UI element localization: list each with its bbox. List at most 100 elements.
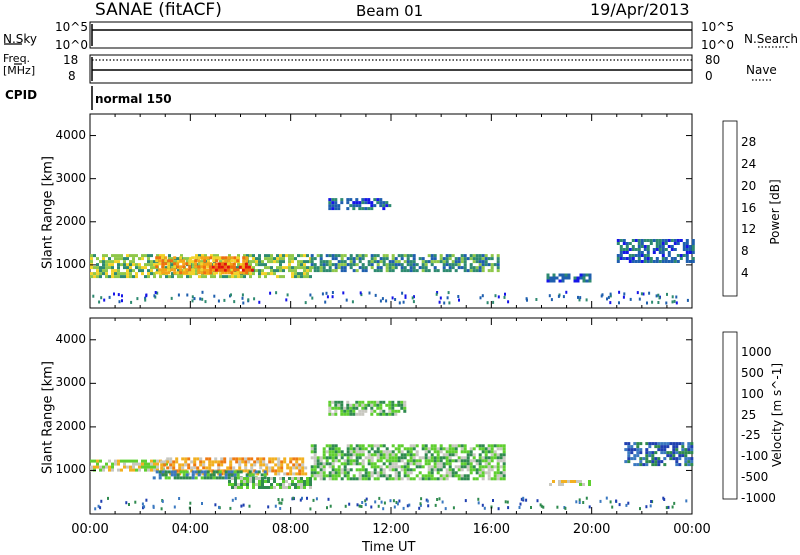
data-cell-velocity-4 bbox=[460, 465, 464, 469]
data-cell-velocity-1 bbox=[268, 469, 272, 473]
data-cell-power-2 bbox=[220, 268, 224, 272]
data-cell-power-3 bbox=[469, 266, 473, 270]
data-cell-power-3 bbox=[496, 254, 500, 258]
data-cell-velocity-7 bbox=[648, 454, 652, 458]
data-cell-power-0 bbox=[150, 272, 153, 276]
data-cell-power-0 bbox=[267, 272, 270, 276]
data-cell-power-1 bbox=[182, 271, 186, 275]
data-cell-velocity-5 bbox=[346, 412, 350, 416]
data-cell-velocity-5 bbox=[364, 406, 368, 410]
data-cell-velocity-7 bbox=[642, 457, 646, 461]
time-tick-label-5: 20:00 bbox=[572, 522, 611, 537]
data-cell-velocity-4 bbox=[322, 465, 326, 469]
data-cell-velocity-5 bbox=[370, 409, 374, 413]
near-range-cell-power bbox=[640, 292, 643, 296]
data-cell-velocity-4 bbox=[454, 447, 458, 451]
data-cell-velocity-5 bbox=[397, 403, 401, 407]
data-cell-power-3 bbox=[328, 269, 332, 273]
data-cell-power-0 bbox=[195, 269, 198, 273]
data-cell-velocity-4 bbox=[373, 462, 377, 466]
data-cell-power-3 bbox=[361, 263, 365, 267]
data-cell-power-0 bbox=[249, 260, 252, 264]
near-range-cell-power bbox=[658, 296, 661, 300]
near-range-cell-velocity bbox=[673, 501, 676, 505]
data-cell-power-0 bbox=[111, 269, 114, 273]
data-cell-velocity-0 bbox=[96, 462, 99, 466]
near-range-cell-velocity bbox=[329, 504, 332, 508]
data-cell-power-0 bbox=[132, 260, 135, 264]
data-cell-power-3 bbox=[490, 257, 494, 261]
data-cell-velocity-4 bbox=[460, 450, 464, 454]
data-cell-power-5 bbox=[546, 276, 550, 280]
data-cell-power-6 bbox=[631, 248, 635, 251]
data-cell-power-6 bbox=[655, 239, 659, 242]
data-cell-velocity-4 bbox=[310, 465, 314, 469]
data-cell-power-2 bbox=[244, 262, 248, 266]
data-cell-velocity-5 bbox=[388, 403, 392, 407]
data-cell-velocity-2 bbox=[158, 473, 162, 477]
data-cell-power-6 bbox=[646, 248, 650, 251]
data-cell-velocity-4 bbox=[436, 468, 440, 472]
data-cell-velocity-4 bbox=[370, 444, 374, 448]
data-cell-velocity-3 bbox=[297, 480, 300, 483]
data-cell-velocity-0 bbox=[99, 459, 102, 463]
data-cell-power-0 bbox=[282, 266, 285, 270]
data-cell-power-3 bbox=[451, 254, 455, 258]
data-cell-velocity-4 bbox=[316, 471, 320, 475]
data-cell-velocity-5 bbox=[394, 403, 398, 407]
data-cell-power-0 bbox=[288, 269, 291, 273]
data-cell-velocity-6 bbox=[558, 483, 561, 486]
data-cell-velocity-3 bbox=[255, 483, 258, 486]
data-cell-velocity-4 bbox=[496, 459, 500, 463]
data-cell-power-6 bbox=[691, 260, 695, 263]
data-cell-power-1 bbox=[224, 271, 228, 275]
data-cell-velocity-4 bbox=[376, 450, 380, 454]
near-range-cell-velocity bbox=[380, 500, 383, 504]
data-cell-velocity-5 bbox=[382, 412, 386, 416]
data-cell-power-3 bbox=[370, 254, 374, 258]
near-range-cell-power bbox=[585, 298, 588, 302]
data-cell-velocity-4 bbox=[466, 477, 470, 481]
data-cell-velocity-0 bbox=[153, 468, 156, 472]
near-range-cell-velocity bbox=[406, 504, 409, 508]
data-cell-velocity-7 bbox=[636, 454, 640, 458]
near-range-cell-power bbox=[565, 290, 568, 294]
data-cell-power-0 bbox=[114, 260, 117, 264]
data-cell-power-3 bbox=[340, 266, 344, 270]
data-cell-power-0 bbox=[129, 272, 132, 276]
data-cell-power-0 bbox=[141, 269, 144, 273]
data-cell-power-6 bbox=[676, 254, 680, 257]
data-cell-velocity-3 bbox=[237, 483, 240, 486]
data-cell-velocity-4 bbox=[409, 477, 413, 481]
data-cell-power-0 bbox=[123, 263, 126, 267]
data-cell-velocity-1 bbox=[298, 469, 302, 473]
data-cell-velocity-1 bbox=[226, 466, 230, 470]
data-cell-power-6 bbox=[655, 260, 659, 263]
data-cell-velocity-2 bbox=[236, 470, 240, 474]
data-cell-velocity-4 bbox=[415, 462, 419, 466]
near-range-cell-power bbox=[269, 291, 272, 295]
near-range-cell-power bbox=[657, 293, 660, 297]
data-cell-velocity-4 bbox=[448, 459, 452, 463]
data-cell-velocity-5 bbox=[337, 400, 341, 404]
data-cell-power-3 bbox=[412, 269, 416, 273]
data-cell-power-5 bbox=[567, 273, 571, 277]
data-cell-velocity-4 bbox=[409, 450, 413, 454]
data-cell-velocity-4 bbox=[373, 450, 377, 454]
data-cell-power-3 bbox=[469, 254, 473, 258]
data-cell-velocity-0 bbox=[96, 459, 99, 463]
data-cell-velocity-1 bbox=[184, 457, 188, 461]
data-cell-velocity-4 bbox=[406, 453, 410, 457]
data-cell-velocity-5 bbox=[349, 406, 353, 410]
data-cell-velocity-5 bbox=[361, 400, 365, 404]
data-cell-velocity-4 bbox=[376, 477, 380, 481]
data-cell-velocity-7 bbox=[660, 448, 664, 452]
data-cell-velocity-5 bbox=[382, 400, 386, 404]
data-cell-velocity-4 bbox=[346, 474, 350, 478]
data-cell-power-4 bbox=[334, 201, 338, 205]
data-cell-power-0 bbox=[237, 254, 240, 258]
data-cell-velocity-4 bbox=[394, 477, 398, 481]
data-cell-velocity-3 bbox=[291, 477, 294, 480]
data-cell-velocity-4 bbox=[313, 444, 317, 448]
data-cell-power-0 bbox=[261, 263, 264, 267]
